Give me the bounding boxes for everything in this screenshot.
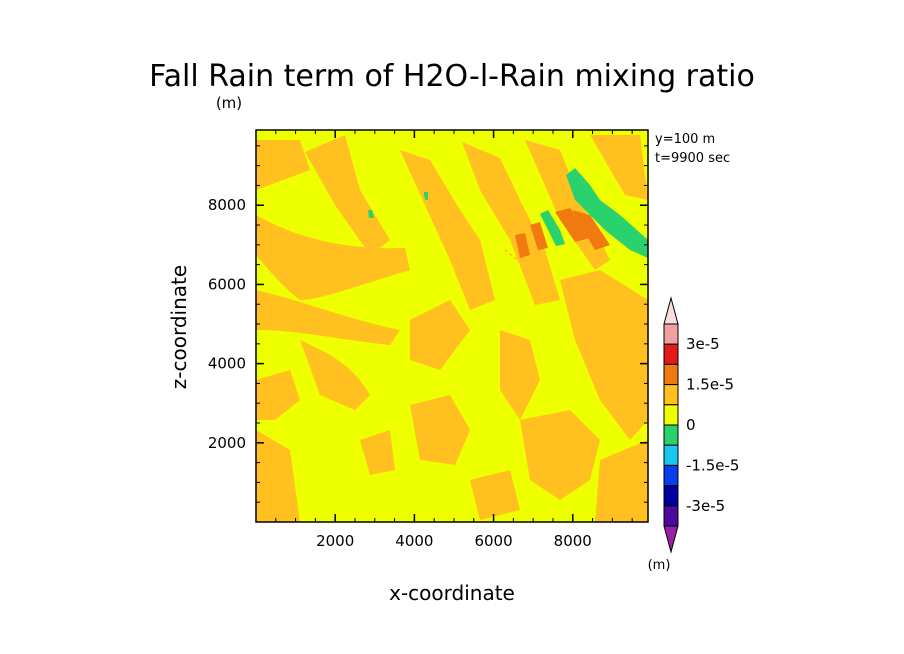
info-time-value: t=9900 sec [655,151,730,166]
unit-label: (m) [216,94,242,112]
y-axis-label: z-coordinate [167,265,191,389]
contour-band [360,430,395,475]
x-tick-label: 8000 [554,532,592,550]
colorbar: 3e-5 1.5e-5 0 -1.5e-5 -3e-5 [663,296,739,554]
orange-contour-regions [256,135,648,522]
colorbar-swatch [663,485,679,507]
colorbar-label: -3e-5 [686,497,725,515]
contour-band [256,140,310,190]
contour-band [572,210,610,250]
colorbar-label: -1.5e-5 [686,456,739,474]
contour-band [566,168,648,258]
contour-band [500,330,540,420]
colorbar-label: 1.5e-5 [686,376,734,394]
dashed-trace [439,204,456,231]
axis-ticks: 2000 4000 6000 8000 2000 4000 6000 8000 [208,130,648,550]
contour-band [590,135,648,200]
x-tick-label: 6000 [474,532,512,550]
contour-band [515,233,530,258]
contour-band [410,300,470,370]
dashed-features [409,169,521,263]
contour-band [256,290,400,345]
contour-band [555,208,590,242]
colorbar-swatch [663,384,679,406]
info-y-value: y=100 m [655,132,715,147]
colorbar-swatch [663,424,679,446]
colorbar-swatch [663,323,679,345]
contour-band [595,440,648,522]
plot-area [256,130,648,522]
contour-band [368,210,374,218]
chart-title: Fall Rain term of H2O-l-Rain mixing rati… [149,59,755,94]
dark-orange-contour-regions [515,208,610,258]
contour-band [560,270,648,440]
y-tick-label: 2000 [208,434,246,452]
colorbar-swatch [663,464,679,487]
contour-band [256,430,300,522]
contour-band [530,222,548,250]
colorbar-swatch [663,404,679,426]
x-axis-label: x-coordinate [389,581,515,605]
colorbar-unit: (m) [648,558,671,573]
y-tick-label: 8000 [208,196,246,214]
colorbar-label: 3e-5 [686,335,720,353]
x-tick-label: 2000 [316,532,354,550]
contour-band [256,215,410,300]
y-tick-label: 4000 [208,355,246,373]
colorbar-min-arrow [663,525,679,554]
contour-band [462,142,560,305]
contour-band [256,370,300,420]
x-tick-label: 4000 [395,532,433,550]
contour-band [400,150,495,310]
colorbar-swatch [663,363,679,386]
contour-band [300,340,370,410]
contour-band [305,135,390,255]
plot-frame [255,129,649,523]
contour-band [540,210,565,246]
colorbar-label: 0 [686,416,696,434]
colorbar-swatch [663,444,679,466]
contour-band [410,395,470,465]
contour-band [470,470,520,520]
colorbar-swatch [663,505,679,527]
contour-band [520,410,600,500]
colorbar-swatch [663,343,679,365]
y-tick-label: 6000 [208,275,246,293]
colorbar-max-arrow [663,296,679,325]
